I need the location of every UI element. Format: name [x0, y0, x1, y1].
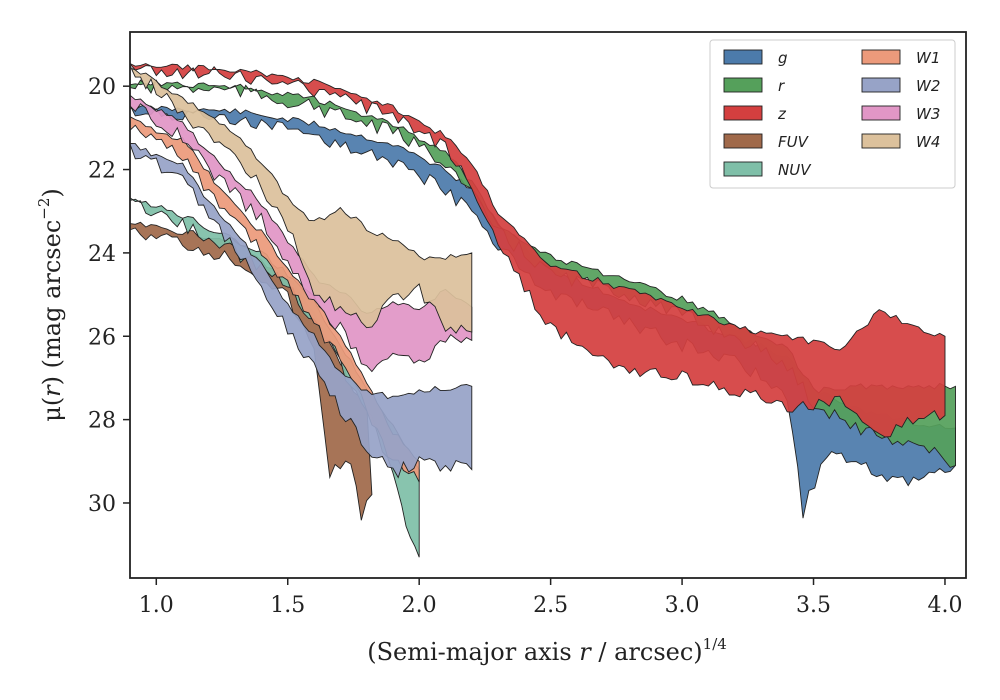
band-w2 [130, 142, 473, 479]
y-axis-label: μ(r) (mag arcsec−2) [35, 188, 66, 422]
legend-swatch-z [723, 105, 763, 121]
legend-label-g: g [778, 49, 788, 67]
legend-label-z: z [777, 105, 787, 123]
x-tick-label: 1.0 [139, 593, 174, 618]
y-tick-label: 22 [88, 159, 116, 184]
legend-swatch-w3 [861, 105, 901, 121]
y-tick-label: 30 [88, 492, 116, 517]
plot-area [130, 62, 956, 558]
x-tick-label: 3.0 [665, 593, 700, 618]
legend-swatch-fuv [723, 133, 763, 149]
legend-swatch-nuv [723, 161, 763, 177]
legend-label-w3: W3 [916, 105, 940, 123]
x-tick-label: 1.5 [270, 593, 305, 618]
legend-swatch-r [723, 77, 763, 93]
band-z [130, 62, 946, 438]
legend-swatch-w4 [861, 133, 901, 149]
x-axis-label: (Semi-major axis r / arcsec)1/4 [367, 635, 727, 666]
x-tick-label: 2.0 [402, 593, 437, 618]
y-tick-label: 24 [88, 242, 116, 267]
legend-label-fuv: FUV [778, 133, 810, 151]
band-w4 [130, 65, 473, 334]
legend-swatch-w1 [861, 49, 901, 65]
legend-label-w1: W1 [916, 49, 940, 67]
axes: 1.0 1.5 2.0 2.5 3.0 3.5 4.0 20 22 24 26 28 30 [88, 31, 967, 618]
legend-box [709, 39, 956, 189]
legend-label-w2: W2 [916, 77, 940, 95]
legend-label-w4: W4 [916, 133, 940, 151]
x-tick-label: 3.5 [796, 593, 831, 618]
legend: grz FUV NUV W1 W2 W3 W4 [709, 39, 956, 189]
legend-swatch-w2 [861, 77, 901, 93]
legend-swatch-g [723, 49, 763, 65]
legend-label-nuv: NUV [778, 161, 812, 179]
y-tick-label: 26 [88, 325, 116, 350]
axes-frame [129, 31, 967, 579]
x-tick-label: 4.0 [927, 593, 962, 618]
y-tick-label: 20 [88, 75, 116, 100]
legend-label-r: r [778, 77, 785, 95]
band-w3 [130, 94, 473, 373]
x-tick-label: 2.5 [533, 593, 568, 618]
y-tick-label: 28 [88, 409, 116, 434]
